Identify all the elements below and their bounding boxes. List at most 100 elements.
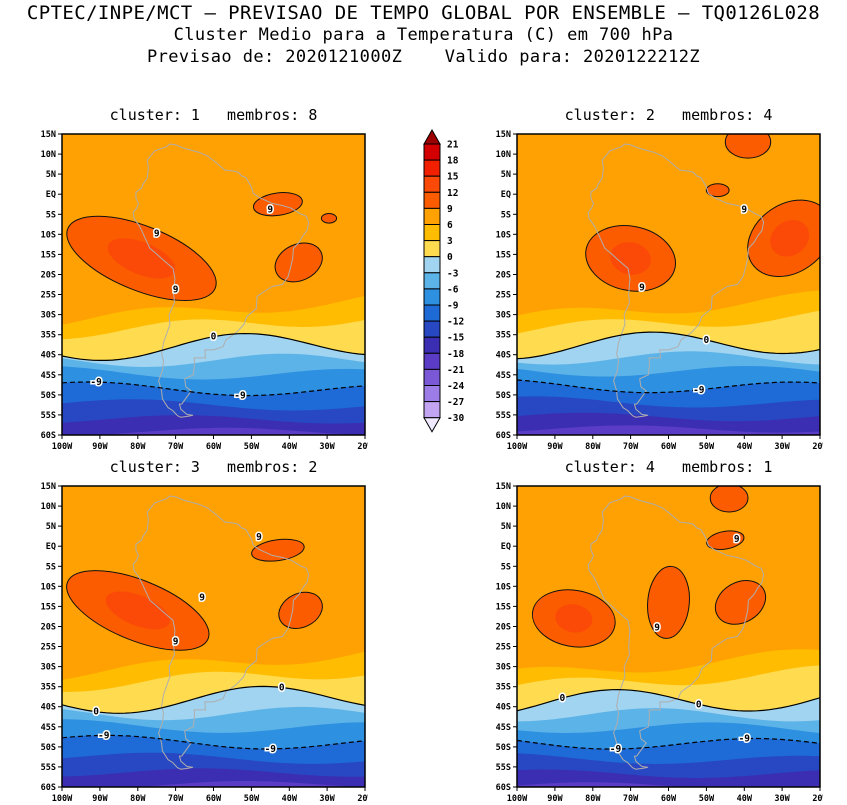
svg-text:50S: 50S	[496, 391, 511, 401]
svg-text:50S: 50S	[41, 391, 56, 401]
svg-text:-3: -3	[447, 268, 459, 279]
svg-text:45S: 45S	[496, 723, 511, 733]
svg-text:15S: 15S	[41, 250, 56, 260]
svg-text:20S: 20S	[496, 271, 511, 281]
svg-text:9: 9	[639, 283, 645, 294]
svg-text:70W: 70W	[168, 442, 184, 452]
svg-text:20S: 20S	[496, 623, 511, 633]
svg-text:60W: 60W	[661, 794, 677, 804]
svg-text:60S: 60S	[496, 783, 511, 793]
svg-text:15S: 15S	[41, 602, 56, 612]
svg-text:EQ: EQ	[46, 190, 56, 200]
svg-text:40W: 40W	[282, 794, 298, 804]
svg-text:9: 9	[154, 228, 160, 239]
svg-text:45S: 45S	[41, 371, 56, 381]
svg-text:-6: -6	[447, 284, 459, 295]
svg-text:-9: -9	[234, 391, 246, 402]
svg-text:70W: 70W	[168, 794, 184, 804]
svg-text:5N: 5N	[501, 170, 511, 180]
svg-text:15N: 15N	[496, 482, 511, 492]
svg-text:60S: 60S	[41, 783, 56, 793]
svg-text:40S: 40S	[496, 351, 511, 361]
svg-text:-9: -9	[693, 385, 705, 396]
figure-title-line3: Previsao de: 2020121000Z Valido para: 20…	[146, 47, 700, 67]
svg-text:-24: -24	[447, 381, 464, 392]
svg-text:60S: 60S	[496, 431, 511, 441]
svg-text:10S: 10S	[496, 582, 511, 592]
svg-text:50W: 50W	[699, 794, 715, 804]
svg-text:50W: 50W	[244, 794, 260, 804]
svg-text:10N: 10N	[496, 150, 511, 160]
svg-text:5S: 5S	[46, 562, 56, 572]
svg-text:9: 9	[654, 623, 660, 634]
svg-text:100W: 100W	[52, 442, 73, 452]
svg-text:25S: 25S	[496, 643, 511, 653]
svg-text:10S: 10S	[496, 230, 511, 240]
svg-text:9: 9	[173, 637, 179, 648]
svg-text:9: 9	[741, 204, 747, 215]
svg-text:-15: -15	[447, 333, 464, 344]
svg-text:20W: 20W	[812, 442, 823, 452]
svg-text:100W: 100W	[507, 794, 528, 804]
svg-text:35S: 35S	[41, 331, 56, 341]
svg-text:25S: 25S	[41, 643, 56, 653]
svg-text:100W: 100W	[507, 442, 528, 452]
svg-text:0: 0	[93, 707, 99, 718]
svg-text:60W: 60W	[661, 442, 677, 452]
map-cluster-4: 9 9 0 -9 0 -9 15N 10N 5N EQ 5S 10S 15S 20S 25S 30S 35S 40…	[496, 482, 823, 804]
svg-text:0: 0	[447, 252, 453, 263]
svg-text:35S: 35S	[41, 683, 56, 693]
svg-text:10S: 10S	[41, 582, 56, 592]
panel-cluster-3: cluster: 3 membros: 2 9 9 9 0 0 -9 -9 15N 10N 5N E…	[16, 458, 368, 805]
svg-text:0: 0	[279, 683, 285, 694]
svg-text:20W: 20W	[812, 794, 823, 804]
panel-title-cluster-1: cluster: 1 membros: 8	[109, 106, 318, 124]
svg-text:21: 21	[447, 140, 459, 151]
svg-text:5N: 5N	[46, 522, 56, 532]
colorbar: 21 18 15 12 9 6 3 0 -3 -6 -9 -12 -15 -18 -21 -24 -27 -30	[423, 128, 464, 433]
svg-text:0: 0	[560, 693, 566, 704]
svg-text:45S: 45S	[496, 371, 511, 381]
svg-text:-9: -9	[90, 377, 102, 388]
svg-text:12: 12	[447, 188, 458, 199]
svg-text:3: 3	[447, 236, 453, 247]
svg-text:60S: 60S	[41, 431, 56, 441]
svg-text:30S: 30S	[496, 311, 511, 321]
svg-text:80W: 80W	[585, 794, 601, 804]
svg-text:40W: 40W	[737, 442, 753, 452]
svg-text:5S: 5S	[501, 210, 511, 220]
svg-text:80W: 80W	[130, 442, 146, 452]
svg-text:-27: -27	[447, 397, 464, 408]
figure-title-line1: CPTEC/INPE/MCT — PREVISAO DE TEMPO GLOBA…	[26, 2, 821, 24]
svg-text:80W: 80W	[130, 794, 146, 804]
svg-text:90W: 90W	[92, 794, 108, 804]
figure-title-line2: Cluster Medio para a Temperatura (C) em …	[173, 25, 674, 45]
svg-text:60W: 60W	[206, 794, 222, 804]
svg-text:10N: 10N	[41, 502, 56, 512]
svg-text:5S: 5S	[501, 562, 511, 572]
svg-text:20W: 20W	[357, 442, 368, 452]
svg-text:-9: -9	[98, 730, 110, 741]
panel-title-cluster-3: cluster: 3 membros: 2	[109, 458, 318, 476]
svg-text:EQ: EQ	[501, 542, 511, 552]
svg-text:5N: 5N	[46, 170, 56, 180]
panel-title-cluster-4: cluster: 4 membros: 1	[564, 458, 773, 476]
svg-text:15N: 15N	[496, 130, 511, 140]
svg-text:35S: 35S	[496, 331, 511, 341]
svg-text:35S: 35S	[496, 683, 511, 693]
svg-text:9: 9	[173, 285, 179, 296]
svg-text:40S: 40S	[41, 351, 56, 361]
svg-text:60W: 60W	[206, 442, 222, 452]
svg-text:55S: 55S	[41, 763, 56, 773]
svg-text:45S: 45S	[41, 723, 56, 733]
svg-text:0: 0	[211, 332, 217, 343]
svg-text:50S: 50S	[496, 743, 511, 753]
svg-text:EQ: EQ	[46, 542, 56, 552]
svg-text:30S: 30S	[41, 311, 56, 321]
svg-text:-9: -9	[447, 301, 459, 312]
svg-text:40S: 40S	[496, 703, 511, 713]
svg-text:15N: 15N	[41, 482, 56, 492]
svg-text:20S: 20S	[41, 623, 56, 633]
svg-text:15: 15	[447, 172, 459, 183]
